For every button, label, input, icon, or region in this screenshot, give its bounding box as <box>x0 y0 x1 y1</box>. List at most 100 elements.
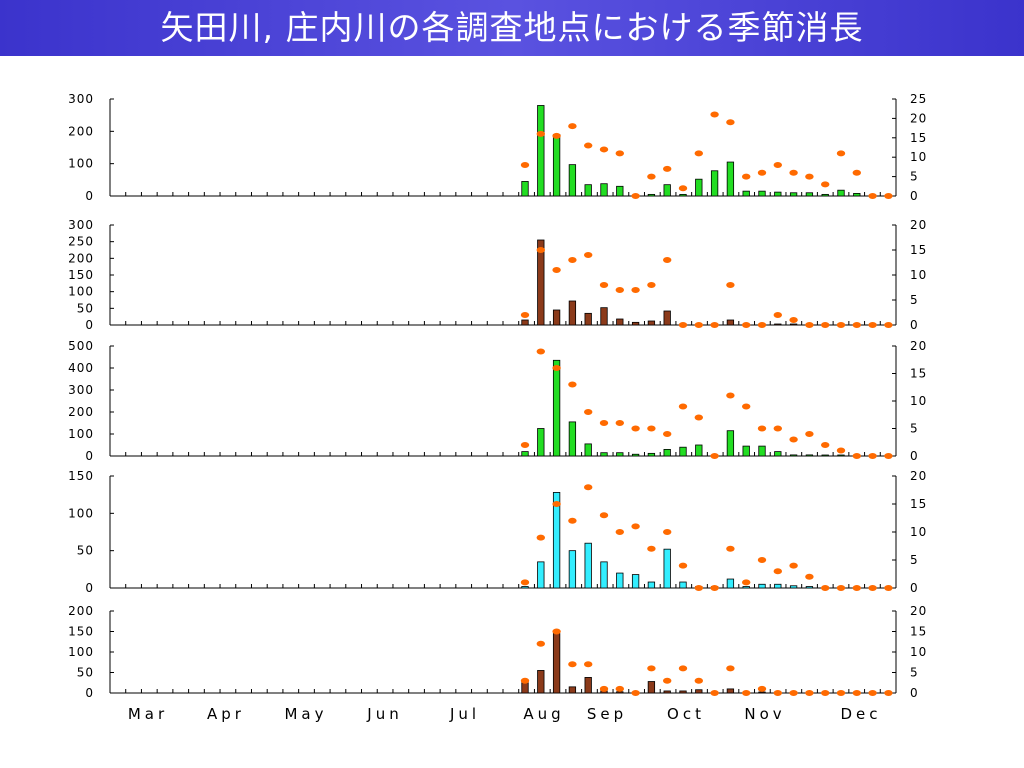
bar <box>758 445 766 457</box>
bar <box>821 193 829 197</box>
dot-point <box>568 661 577 668</box>
bar <box>679 446 687 457</box>
bar <box>584 184 592 197</box>
bar <box>679 193 687 197</box>
dot-point <box>599 282 609 288</box>
dot-point <box>615 287 624 293</box>
month-label: Oct <box>667 705 705 723</box>
bar <box>821 454 829 457</box>
dot-point <box>663 431 672 437</box>
dot-point <box>805 322 814 328</box>
dot-point <box>647 665 656 672</box>
left-tick-label: 500 <box>68 339 94 353</box>
dot-point <box>568 123 577 130</box>
bar <box>631 321 640 326</box>
dot-point <box>599 420 609 426</box>
dot-point <box>615 420 624 426</box>
bar <box>726 319 735 326</box>
bar <box>789 454 798 457</box>
dot-point <box>773 161 782 168</box>
bar <box>584 312 592 326</box>
left-tick-label: 0 <box>85 189 94 203</box>
dot-point <box>726 392 735 399</box>
dot-point <box>726 545 735 552</box>
bar <box>616 185 624 197</box>
dot-point <box>757 557 767 563</box>
bar <box>537 670 545 694</box>
dot-point <box>568 257 577 263</box>
dot-point <box>884 585 893 591</box>
bar <box>758 583 766 589</box>
dot-point <box>520 312 530 318</box>
dot-point <box>821 181 830 188</box>
left-tick-label: 300 <box>68 92 94 106</box>
dot-point <box>678 562 688 569</box>
dot-point <box>694 150 703 157</box>
left-tick-label: 100 <box>68 427 94 441</box>
dot-point <box>757 169 767 176</box>
dot-point <box>852 169 861 176</box>
dot-point <box>552 132 561 139</box>
dot-point <box>742 403 751 410</box>
left-tick-label: 200 <box>68 251 94 265</box>
dot-point <box>678 403 688 410</box>
dot-point <box>615 685 624 692</box>
dot-point <box>726 119 735 126</box>
month-label: May <box>284 705 327 723</box>
bar <box>726 430 735 457</box>
dot-point <box>821 585 830 591</box>
dot-point <box>663 165 672 172</box>
right-tick-label: 15 <box>910 625 927 639</box>
bar <box>552 633 561 694</box>
bar <box>521 451 529 457</box>
bar <box>774 451 782 457</box>
dot-point <box>789 690 798 696</box>
left-tick-label: 150 <box>68 625 94 639</box>
right-tick-label: 10 <box>910 645 927 659</box>
bar <box>616 452 624 457</box>
right-tick-label: 15 <box>910 243 927 257</box>
dot-point <box>852 585 861 591</box>
dot-point <box>821 442 830 448</box>
dot-point <box>836 150 846 157</box>
dot-point <box>694 677 703 684</box>
left-tick-label: 0 <box>85 581 94 595</box>
dot-point <box>599 512 609 519</box>
dot-point <box>868 322 877 328</box>
dot-point <box>536 247 545 253</box>
left-tick-label: 300 <box>68 383 94 397</box>
bar <box>837 189 845 197</box>
right-tick-label: 15 <box>910 131 927 145</box>
dot-point <box>773 690 782 696</box>
month-label: Mar <box>128 705 168 723</box>
left-tick-label: 100 <box>68 645 94 659</box>
right-tick-label: 0 <box>910 189 919 203</box>
bar <box>726 688 735 694</box>
bar <box>774 191 782 197</box>
bar <box>521 586 529 589</box>
right-tick-label: 15 <box>910 367 927 381</box>
bar <box>568 550 577 589</box>
dot-point <box>773 568 782 575</box>
dot-point <box>836 690 846 696</box>
bar <box>647 581 656 589</box>
right-tick-label: 10 <box>910 525 927 539</box>
dot-point <box>599 685 609 692</box>
title-band: 矢田川, 庄内川の各調査地点における季節消長 <box>0 0 1024 56</box>
bar <box>805 454 814 457</box>
right-tick-label: 5 <box>910 553 919 567</box>
dot-point <box>789 169 798 176</box>
dot-point <box>836 585 846 591</box>
dot-point <box>663 529 672 535</box>
bar <box>537 428 545 457</box>
right-tick-label: 20 <box>910 218 927 232</box>
dot-point <box>789 436 798 443</box>
bar <box>663 448 671 457</box>
dot-point <box>678 322 688 328</box>
dot-point <box>584 252 593 258</box>
dot-point <box>584 661 593 668</box>
bar <box>663 690 671 694</box>
bar <box>568 300 577 326</box>
dot-point <box>710 111 719 118</box>
bar <box>742 586 750 589</box>
